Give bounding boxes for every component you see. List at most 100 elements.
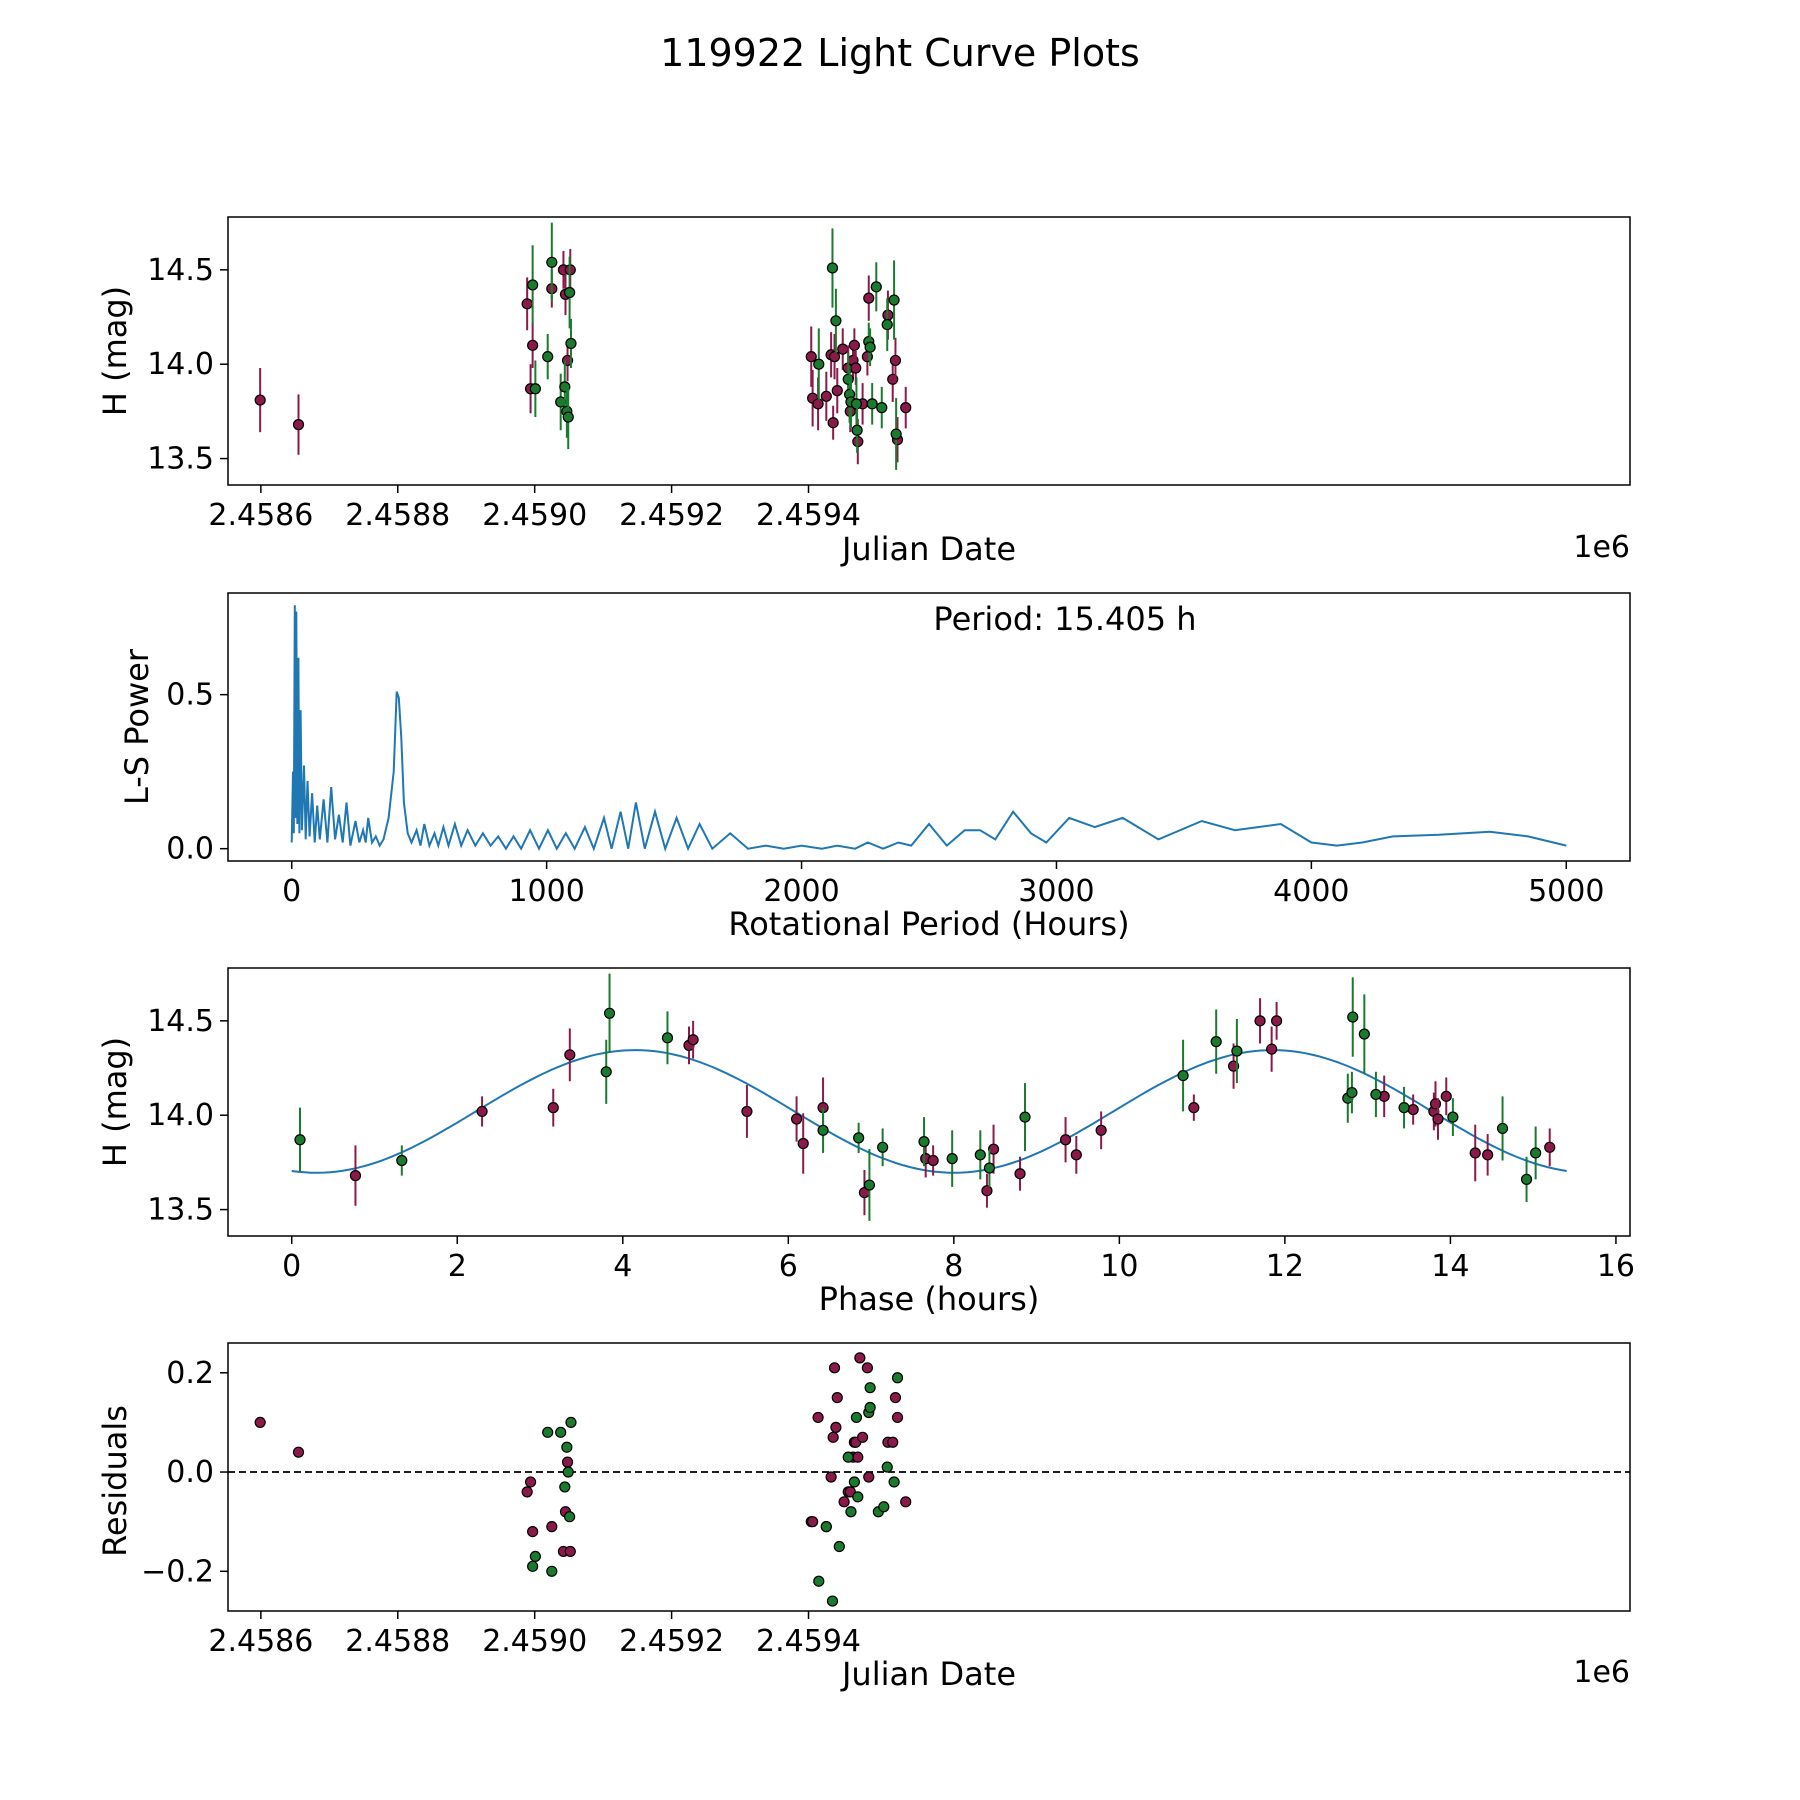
- residuals-point-g: [842, 1451, 854, 1463]
- periodogram-ytick-label: 0.5: [166, 678, 214, 713]
- phased-point-g: [1398, 1102, 1410, 1114]
- residuals-point-g: [833, 1540, 845, 1553]
- phased-point-r: [1482, 1149, 1494, 1161]
- phased-point-r: [349, 1170, 362, 1182]
- residuals-point-r: [564, 1545, 576, 1558]
- residuals-point-g: [565, 1416, 577, 1429]
- lightcurve-point-r: [889, 354, 902, 367]
- residuals-point-g: [562, 1466, 574, 1478]
- phased-point-r: [1266, 1043, 1278, 1055]
- residuals-point-g: [864, 1401, 876, 1414]
- phased-point-r: [1469, 1147, 1481, 1159]
- residuals-point-r: [292, 1446, 305, 1458]
- residuals-point-r: [828, 1362, 841, 1374]
- periodogram-panel: 0 1000 2000 3000 4000 5000 0.0 0.5 Period: 15.4…: [118, 592, 1631, 943]
- lightcurve-ytick-label: 14.0: [147, 347, 214, 382]
- phased-point-g: [983, 1162, 996, 1174]
- phased-point-g: [661, 1032, 674, 1044]
- periodogram-axes-frame: [227, 592, 1631, 862]
- lightcurve-point-r: [812, 398, 824, 410]
- phased-point-g: [1520, 1173, 1533, 1185]
- phased-point-r: [687, 1034, 699, 1046]
- phased-point-r: [1188, 1102, 1200, 1114]
- phased-point-r: [797, 1137, 809, 1150]
- phased-point-g: [946, 1153, 958, 1165]
- periodogram-xtick-label: 5000: [1528, 874, 1604, 909]
- residuals-point-r: [812, 1411, 824, 1424]
- periodogram-ytick-label: 0.0: [166, 832, 214, 867]
- lightcurve-xtick-label: 2.4592: [619, 498, 724, 533]
- residuals-point-g: [813, 1575, 825, 1587]
- residuals-xtick-label: 2.4586: [208, 1624, 313, 1659]
- lightcurve-ytick-label: 13.5: [147, 442, 214, 477]
- residuals-xtick-label: 2.4590: [482, 1624, 587, 1659]
- periodogram-series-line: [290, 605, 1567, 852]
- periodogram-xtick-label: 4000: [1273, 874, 1349, 909]
- phased-point-r: [1254, 1015, 1266, 1027]
- phased-point-g: [1231, 1045, 1243, 1057]
- residuals-point-g: [845, 1506, 857, 1518]
- phased-point-g: [1347, 1011, 1359, 1023]
- residuals-point-r: [889, 1391, 902, 1404]
- lightcurve-point-r: [527, 339, 539, 351]
- residuals-point-r: [830, 1421, 842, 1433]
- residuals-point-g: [848, 1476, 860, 1488]
- periodogram-xtick-label: 1000: [508, 874, 584, 909]
- lightcurve-point-r: [828, 351, 841, 363]
- residuals-point-r: [863, 1471, 875, 1483]
- lightcurve-point-r: [820, 390, 832, 402]
- lightcurve-point-r: [254, 394, 266, 406]
- phased-point-r: [564, 1049, 576, 1061]
- phased-xtick-label: 8: [944, 1249, 963, 1284]
- phased-point-g: [1370, 1088, 1382, 1101]
- lightcurve-xtick-label: 2.4586: [208, 498, 313, 533]
- lightcurve-xtick-label: 2.4594: [756, 498, 861, 533]
- phased-point-r: [1070, 1149, 1082, 1161]
- lightcurve-point-r: [850, 362, 862, 374]
- lightcurve-ticks: 2.4586 2.4588 2.4590 2.4592 2.4594 13.5 14.0 14…: [147, 253, 861, 533]
- phased-point-r: [981, 1185, 993, 1197]
- residuals-ytick-label: 0.0: [166, 1455, 214, 1490]
- residuals-point-r: [891, 1411, 904, 1424]
- lightcurve-panel: 2.4586 2.4588 2.4590 2.4592 2.4594 13.5 14.0 14…: [96, 216, 1631, 568]
- lightcurve-point-g: [529, 383, 541, 395]
- residuals-x-label: Julian Date: [840, 1655, 1016, 1693]
- period-annotation: Period: 15.405 h: [933, 600, 1196, 638]
- residuals-ytick-label: 0.2: [166, 1356, 214, 1391]
- phased-xtick-label: 0: [282, 1249, 301, 1284]
- residuals-point-r: [838, 1496, 850, 1508]
- lightcurve-point-g: [562, 411, 574, 423]
- residuals-point-r: [831, 1391, 843, 1404]
- residuals-point-r: [854, 1352, 866, 1364]
- residuals-point-g: [850, 1411, 863, 1424]
- lightcurve-point-g: [813, 358, 825, 370]
- phased-x-label: Phase (hours): [819, 1280, 1040, 1318]
- phased-point-g: [396, 1154, 408, 1167]
- residuals-point-r: [856, 1431, 869, 1443]
- phased-y-label: H (mag): [96, 1037, 134, 1167]
- residuals-point-g: [888, 1476, 900, 1488]
- lightcurve-point-r: [831, 385, 843, 397]
- phased-point-g: [1019, 1111, 1031, 1123]
- phased-point-r: [1429, 1098, 1442, 1110]
- residuals-point-r: [521, 1486, 533, 1498]
- phased-point-g: [974, 1149, 986, 1161]
- residuals-xtick-label: 2.4588: [345, 1624, 450, 1659]
- phased-plot-area: [291, 973, 1567, 1221]
- residuals-point-g: [891, 1372, 904, 1384]
- periodogram-xtick-label: 0: [282, 874, 301, 909]
- lightcurve-point-r: [848, 339, 860, 351]
- residuals-point-g: [881, 1461, 893, 1473]
- phased-ytick-label: 14.0: [147, 1098, 214, 1133]
- residuals-point-g: [529, 1550, 541, 1563]
- lightcurve-point-g: [888, 294, 900, 306]
- residuals-point-r: [827, 1431, 839, 1443]
- phased-point-g: [1530, 1147, 1542, 1159]
- phased-point-g: [600, 1066, 612, 1078]
- lightcurve-ytick-label: 14.5: [147, 253, 214, 288]
- residuals-point-g: [852, 1491, 864, 1503]
- phased-axes-frame: [227, 967, 1631, 1237]
- residuals-ytick-label: −0.2: [141, 1554, 214, 1589]
- phased-point-r: [1440, 1090, 1452, 1102]
